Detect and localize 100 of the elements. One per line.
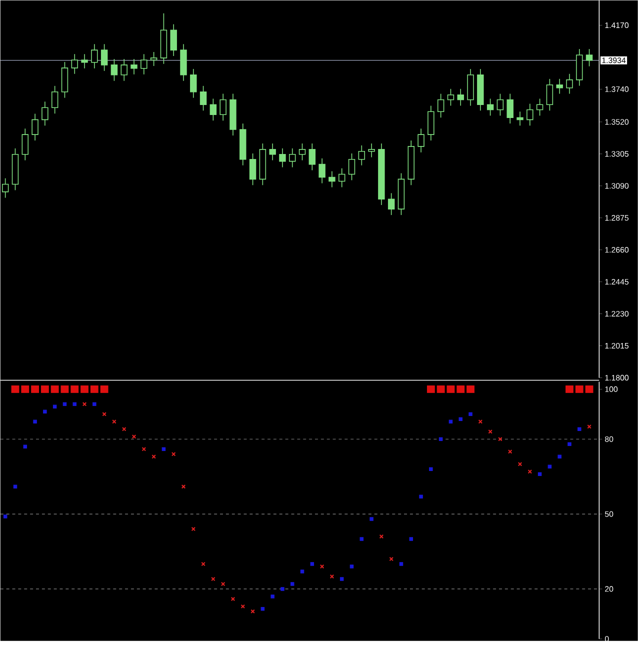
point xyxy=(340,577,344,581)
candlestick xyxy=(269,143,276,161)
candlestick xyxy=(428,105,434,141)
candlestick xyxy=(210,98,217,121)
point xyxy=(458,417,463,422)
candlestick xyxy=(150,52,158,66)
candlestick xyxy=(22,128,29,161)
candlestick xyxy=(110,58,118,82)
point xyxy=(330,574,334,579)
candlestick xyxy=(328,170,336,188)
point xyxy=(310,562,314,566)
point xyxy=(360,537,364,541)
point xyxy=(558,454,562,458)
point xyxy=(250,609,255,614)
candlestick xyxy=(52,86,58,114)
candlestick xyxy=(289,148,296,168)
candlestick xyxy=(516,111,524,126)
candlestick xyxy=(338,168,346,188)
point xyxy=(508,449,512,454)
candlestick xyxy=(61,62,68,98)
point xyxy=(82,402,87,406)
candlestick xyxy=(418,128,424,153)
candlestick xyxy=(220,93,226,121)
point xyxy=(578,427,582,432)
candlestick xyxy=(279,148,286,168)
point xyxy=(528,469,532,474)
candlestick xyxy=(81,54,88,69)
point xyxy=(152,454,156,459)
candlestick xyxy=(546,78,554,111)
point xyxy=(568,442,572,446)
point xyxy=(548,464,552,468)
candlestick xyxy=(526,103,534,126)
point xyxy=(468,412,472,416)
point xyxy=(33,420,37,424)
candlestick xyxy=(496,93,504,116)
point xyxy=(370,517,374,521)
point xyxy=(43,410,47,414)
candlestick xyxy=(101,44,108,72)
candlestick xyxy=(190,68,197,98)
point xyxy=(389,556,394,562)
point xyxy=(211,576,216,582)
point xyxy=(478,420,483,424)
candlestick xyxy=(32,113,38,141)
point xyxy=(488,429,493,434)
candlestick xyxy=(536,98,544,116)
point xyxy=(4,514,8,518)
candlestick xyxy=(42,101,48,126)
candlestick xyxy=(457,88,464,106)
point xyxy=(429,467,433,471)
candlestick xyxy=(318,158,326,184)
point xyxy=(409,537,414,541)
candlestick xyxy=(368,143,375,158)
candlestick xyxy=(71,54,78,74)
point xyxy=(23,444,28,449)
point xyxy=(220,582,226,586)
candlestick xyxy=(447,88,454,106)
candlestick xyxy=(566,73,573,94)
candlestick xyxy=(506,93,514,124)
candlestick xyxy=(170,24,178,56)
candlestick xyxy=(348,153,356,181)
candlestick xyxy=(140,54,148,75)
point xyxy=(142,446,146,452)
point xyxy=(162,447,166,452)
point xyxy=(379,534,384,539)
point xyxy=(320,564,324,569)
candlestick xyxy=(486,98,494,116)
candlestick xyxy=(298,143,306,161)
candlestick xyxy=(556,78,563,94)
point xyxy=(102,412,107,416)
point xyxy=(300,570,304,574)
candlestick xyxy=(358,145,366,166)
point xyxy=(13,484,18,488)
point xyxy=(260,607,265,611)
point xyxy=(201,562,206,566)
point xyxy=(270,594,274,598)
point xyxy=(498,436,502,442)
candlestick xyxy=(130,58,138,75)
point xyxy=(438,437,443,442)
candlestick xyxy=(438,93,444,118)
point xyxy=(171,452,176,456)
candlestick xyxy=(249,153,256,186)
point xyxy=(240,604,246,609)
point xyxy=(92,402,96,406)
candlestick xyxy=(388,192,395,216)
point xyxy=(230,596,236,602)
point xyxy=(181,484,186,489)
point xyxy=(191,526,196,532)
candlestick xyxy=(120,58,128,82)
candlestick xyxy=(586,48,593,67)
point xyxy=(538,472,542,476)
point xyxy=(290,582,294,586)
point xyxy=(132,434,136,439)
point xyxy=(350,564,354,568)
candlestick xyxy=(91,44,98,69)
point xyxy=(399,562,404,566)
point xyxy=(112,420,116,424)
point xyxy=(419,494,423,498)
point xyxy=(587,424,592,429)
candlestick xyxy=(308,143,316,171)
point xyxy=(518,462,522,466)
